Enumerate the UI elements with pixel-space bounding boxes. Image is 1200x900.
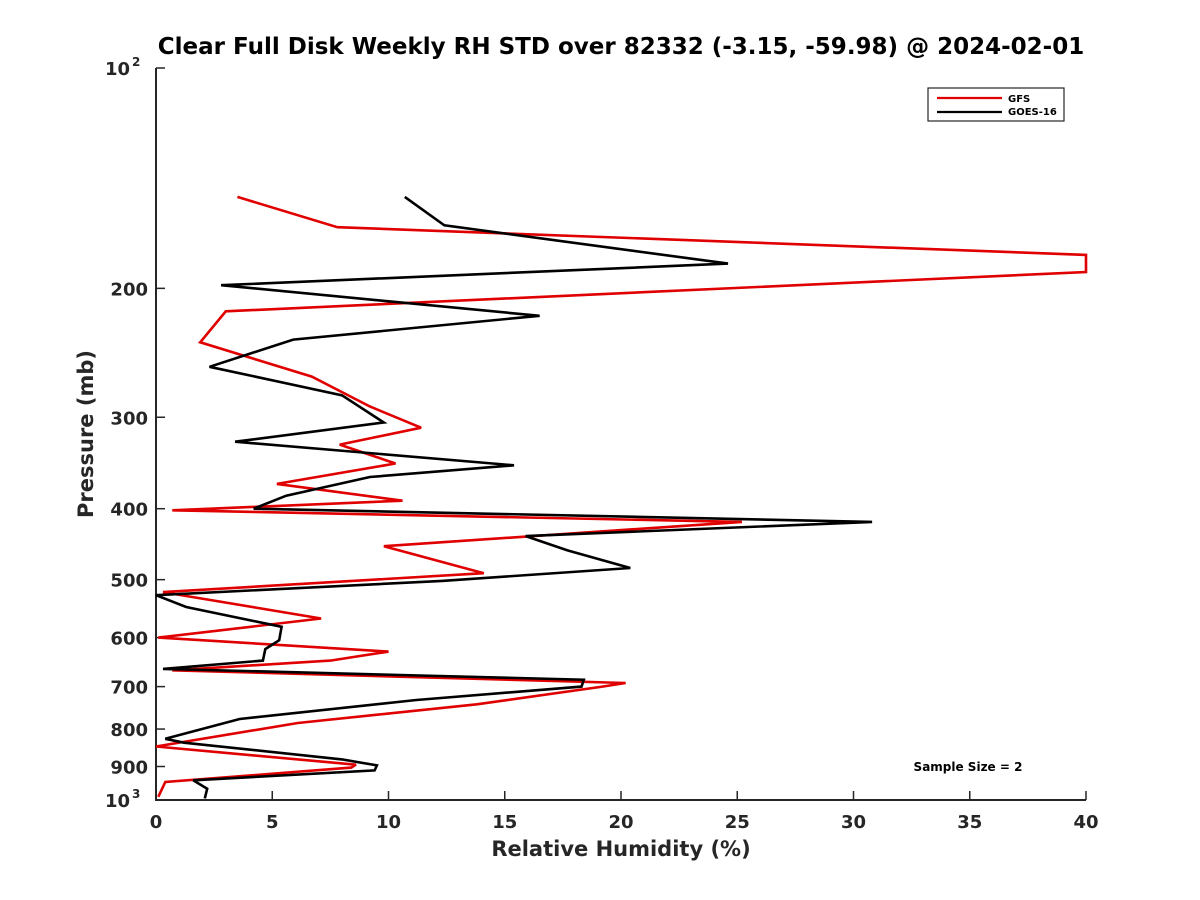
x-tick-label: 5 xyxy=(266,812,279,833)
series-lines xyxy=(155,195,1088,799)
y-tick-label: 900 xyxy=(110,758,148,779)
legend-label-gfs: GFS xyxy=(1008,94,1030,105)
series-line-gfs xyxy=(155,195,1088,798)
y-tick-label: 400 xyxy=(110,500,148,521)
x-tick-label: 10 xyxy=(376,812,401,833)
x-tick-label: 0 xyxy=(150,812,163,833)
y-tick-label: 200 xyxy=(110,279,148,300)
y-tick-label: 700 xyxy=(110,678,148,699)
x-tick-label: 15 xyxy=(492,812,517,833)
x-axis-ticks: 0 5 10 15 20 25 30 35 40 xyxy=(150,791,1099,833)
x-tick-label: 40 xyxy=(1073,812,1098,833)
y-decade-tick-label: 10 xyxy=(105,59,130,80)
y-decade-tick-label: 10 xyxy=(105,791,130,812)
legend-label-goes-16: GOES-16 xyxy=(1008,107,1057,118)
legend-box xyxy=(927,87,1065,122)
y-tick-label: 800 xyxy=(110,720,148,741)
sample-size-annotation: Sample Size = 2 xyxy=(914,760,1023,774)
chart-title: Clear Full Disk Weekly RH STD over 82332… xyxy=(158,34,1084,60)
y-decade-tick-exponent: 2 xyxy=(132,55,140,69)
y-tick-label: 600 xyxy=(110,629,148,650)
y-tick-label: 300 xyxy=(110,408,148,429)
y-tick-label: 500 xyxy=(110,571,148,592)
series-line-goes-16 xyxy=(155,195,873,799)
y-decade-tick-exponent: 3 xyxy=(132,787,140,801)
x-tick-label: 20 xyxy=(608,812,633,833)
y-axis-label: Pressure (mb) xyxy=(74,350,98,518)
x-axis-label: Relative Humidity (%) xyxy=(491,837,750,861)
x-tick-label: 25 xyxy=(725,812,750,833)
legend: GFS GOES-16 xyxy=(927,87,1065,122)
x-tick-label: 35 xyxy=(957,812,982,833)
x-tick-label: 30 xyxy=(841,812,866,833)
